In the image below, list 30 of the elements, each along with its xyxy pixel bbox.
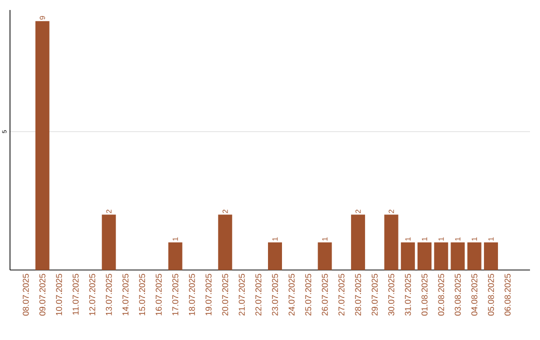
x-tick-label: 08.07.2025 — [22, 274, 29, 316]
x-tick-label: 19.07.2025 — [206, 274, 212, 316]
x-tick-label: 25.07.2025 — [305, 274, 312, 316]
x-tick-label: 10.07.2025 — [56, 274, 62, 316]
x-tick-label: 27.07.2025 — [338, 274, 344, 316]
x-tick-label: 15.07.2025 — [139, 274, 146, 316]
x-tick-label: 13.07.2025 — [106, 274, 112, 316]
x-tick-label: 12.07.2025 — [89, 274, 96, 316]
x-tick-label: 20.07.2025 — [222, 274, 228, 316]
x-tick-label: 02.08.2025 — [438, 274, 444, 316]
x-tick-label: 30.07.2025 — [388, 274, 394, 316]
x-tick-label: 29.07.2025 — [372, 274, 378, 316]
x-tick-label: 04.08.2025 — [471, 274, 478, 316]
x-tick-label: 17.07.2025 — [172, 274, 178, 316]
x-tick-label: 14.07.2025 — [122, 274, 128, 316]
x-tick-label: 03.08.2025 — [454, 274, 461, 316]
x-tick-label: 26.07.2025 — [322, 274, 328, 316]
x-tick-label: 21.07.2025 — [238, 274, 245, 316]
x-tick-label: 16.07.2025 — [156, 274, 162, 316]
x-tick-label: 22.07.2025 — [255, 274, 262, 316]
x-tick-label: 24.07.2025 — [288, 274, 295, 316]
x-tick-label: 28.07.2025 — [355, 274, 362, 316]
x-tick-label: 01.08.2025 — [422, 274, 428, 316]
x-tick-label: 18.07.2025 — [188, 274, 195, 316]
x-tick-label: 09.07.2025 — [39, 274, 46, 316]
x-tick-label: 31.07.2025 — [404, 274, 411, 316]
x-tick-label: 06.08.2025 — [504, 274, 511, 316]
x-tick-label: 23.07.2025 — [272, 274, 278, 316]
x-tick-label: 05.08.2025 — [488, 274, 494, 316]
x-tick-label: 11.07.2025 — [72, 274, 79, 315]
